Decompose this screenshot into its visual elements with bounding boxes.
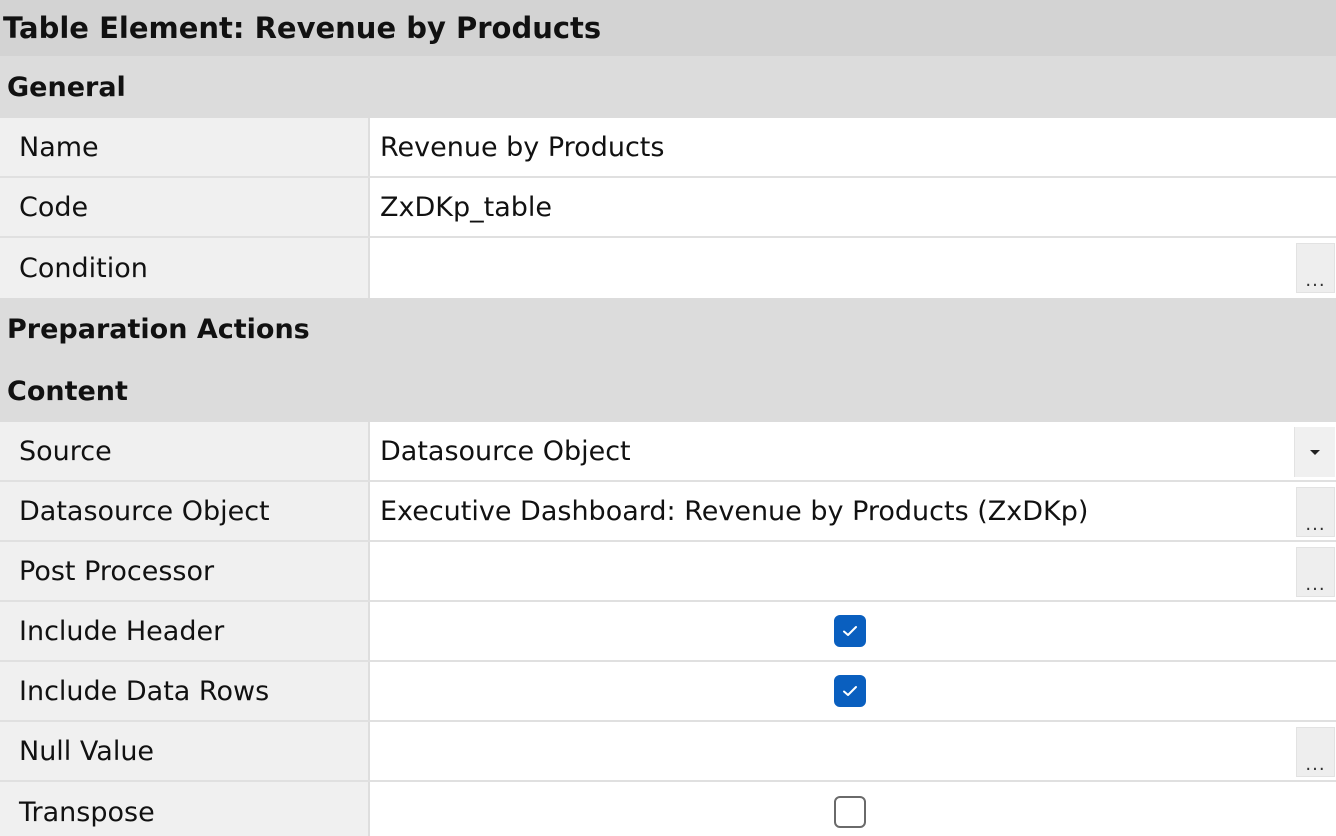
row-source: Source Datasource Object bbox=[0, 422, 1336, 482]
section-content-label: Content bbox=[7, 375, 128, 407]
datasource-object-value: Executive Dashboard: Revenue by Products… bbox=[380, 495, 1089, 527]
section-general[interactable]: General bbox=[0, 56, 1336, 118]
source-dropdown-button[interactable] bbox=[1294, 427, 1335, 477]
name-label: Name bbox=[0, 118, 370, 176]
post-processor-field[interactable]: ... bbox=[370, 542, 1336, 600]
source-select[interactable]: Datasource Object bbox=[370, 422, 1336, 480]
ellipsis-icon: ... bbox=[1305, 574, 1326, 595]
code-field[interactable]: ZxDKp_table bbox=[370, 178, 1336, 236]
include-data-rows-label: Include Data Rows bbox=[0, 662, 370, 720]
section-general-label: General bbox=[7, 71, 126, 103]
name-value: Revenue by Products bbox=[380, 131, 665, 163]
row-code: Code ZxDKp_table bbox=[0, 178, 1336, 238]
datasource-object-ellipsis-button[interactable]: ... bbox=[1296, 487, 1335, 537]
panel-title-text: Table Element: Revenue by Products bbox=[3, 11, 602, 45]
row-transpose: Transpose bbox=[0, 782, 1336, 836]
null-value-label: Null Value bbox=[0, 722, 370, 780]
ellipsis-icon: ... bbox=[1305, 754, 1326, 775]
checkmark-icon bbox=[843, 626, 857, 636]
checkmark-icon bbox=[843, 686, 857, 696]
caret-down-icon bbox=[1310, 449, 1320, 455]
transpose-checkbox[interactable] bbox=[834, 796, 866, 828]
row-include-header: Include Header bbox=[0, 602, 1336, 662]
datasource-object-field[interactable]: Executive Dashboard: Revenue by Products… bbox=[370, 482, 1336, 540]
panel-title: Table Element: Revenue by Products bbox=[0, 0, 1336, 56]
transpose-cell bbox=[370, 782, 1336, 836]
row-datasource-object: Datasource Object Executive Dashboard: R… bbox=[0, 482, 1336, 542]
include-header-cell bbox=[370, 602, 1336, 660]
post-processor-label: Post Processor bbox=[0, 542, 370, 600]
row-name: Name Revenue by Products bbox=[0, 118, 1336, 178]
condition-label: Condition bbox=[0, 238, 370, 298]
source-value: Datasource Object bbox=[380, 435, 631, 467]
include-data-rows-cell bbox=[370, 662, 1336, 720]
section-content[interactable]: Content bbox=[0, 360, 1336, 422]
null-value-ellipsis-button[interactable]: ... bbox=[1296, 727, 1335, 777]
include-header-checkbox[interactable] bbox=[834, 615, 866, 647]
post-processor-ellipsis-button[interactable]: ... bbox=[1296, 547, 1335, 597]
ellipsis-icon: ... bbox=[1305, 514, 1326, 535]
source-label: Source bbox=[0, 422, 370, 480]
transpose-label: Transpose bbox=[0, 782, 370, 836]
row-post-processor: Post Processor ... bbox=[0, 542, 1336, 602]
code-value: ZxDKp_table bbox=[380, 191, 552, 223]
condition-ellipsis-button[interactable]: ... bbox=[1296, 243, 1335, 293]
row-condition: Condition ... bbox=[0, 238, 1336, 298]
include-data-rows-checkbox[interactable] bbox=[834, 675, 866, 707]
include-header-label: Include Header bbox=[0, 602, 370, 660]
ellipsis-icon: ... bbox=[1305, 270, 1326, 291]
section-preparation-actions-label: Preparation Actions bbox=[7, 313, 310, 345]
null-value-field[interactable]: ... bbox=[370, 722, 1336, 780]
row-include-data-rows: Include Data Rows bbox=[0, 662, 1336, 722]
row-null-value: Null Value ... bbox=[0, 722, 1336, 782]
condition-field[interactable]: ... bbox=[370, 238, 1336, 298]
datasource-object-label: Datasource Object bbox=[0, 482, 370, 540]
code-label: Code bbox=[0, 178, 370, 236]
section-preparation-actions[interactable]: Preparation Actions bbox=[0, 298, 1336, 360]
name-field[interactable]: Revenue by Products bbox=[370, 118, 1336, 176]
